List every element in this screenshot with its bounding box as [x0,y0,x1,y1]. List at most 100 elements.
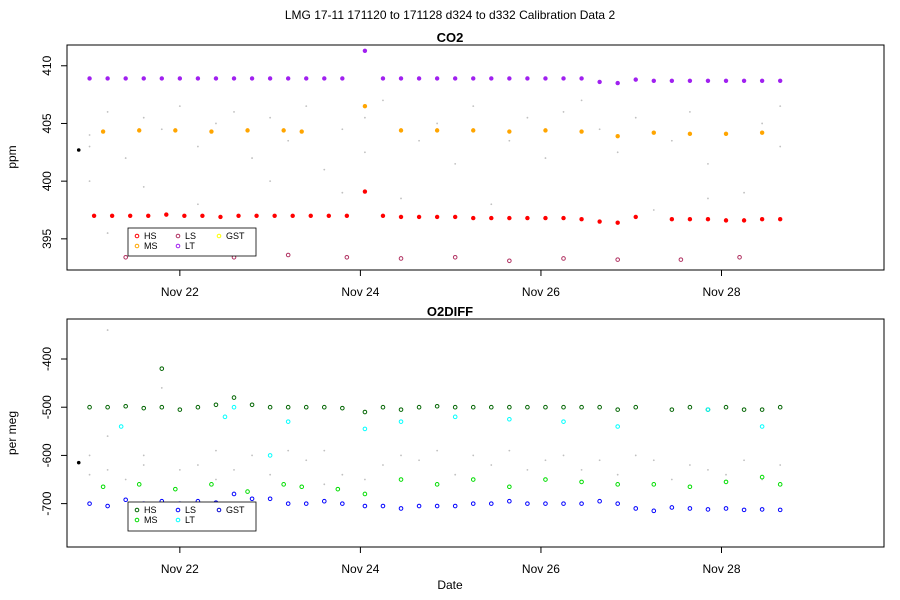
co2-ls-point [123,255,128,260]
co2-plot-frame [66,44,885,271]
co2-lt-point [195,76,201,81]
co2-hs-point [362,189,368,194]
o2diff-lt-point [615,424,620,429]
co2-raw-point [142,186,145,188]
o2diff-hs-point [452,404,458,410]
co2-hs-point [543,215,548,221]
o2diff-ls-point [105,503,110,509]
x-axis-label: Date [437,578,463,592]
co2-raw-point [233,111,235,113]
o2diff-legend-box [127,501,257,532]
co2-hs-point [452,214,458,220]
o2diff-hs-point [249,402,255,408]
co2-hs-point [633,214,638,220]
o2diff-hs-point [507,404,512,410]
co2-hs-point [723,218,729,223]
o2diff-ms-point [136,482,142,487]
o2diff-ls-point [741,507,747,513]
co2-lt-point [615,80,620,86]
o2diff-start-point [76,460,81,465]
o2diff-hs-point [525,404,530,410]
o2diff-lt-point [507,416,512,422]
o2diff-ytick-label: -700 [40,491,54,515]
co2-lt-point [141,76,146,81]
o2diff-hs-point [669,407,675,412]
co2-ylabel: ppm [5,145,19,168]
co2-ls-point [615,257,620,262]
o2diff-hs-point [105,404,110,410]
o2diff-hs-point [579,404,584,410]
o2diff-raw-point [215,449,217,452]
co2-lt-point [398,76,404,81]
co2-raw-point [508,139,511,142]
o2diff-raw-point [160,387,163,389]
co2-legend-label-ms: MS [144,241,158,251]
o2diff-ls-point [579,501,584,506]
co2-lt-point [105,76,110,81]
o2diff-ms-point [245,489,250,494]
o2diff-ls-point [362,503,368,509]
co2-raw-point [418,139,420,142]
o2diff-legend-label-ms: MS [144,515,158,525]
co2-raw-point [106,111,109,113]
co2-hs-point [164,212,169,217]
o2diff-ms-point [100,484,106,490]
co2-lt-point [507,76,512,81]
o2diff-raw-point [142,454,145,457]
co2-raw-point [598,128,601,131]
co2-ms-point [471,128,476,133]
co2-lt-point [723,78,729,83]
o2diff-raw-point [251,454,253,457]
co2-legend-marker-lt [175,243,181,249]
co2-xtick-label: Nov 28 [702,285,740,299]
o2diff-raw-point [106,329,109,331]
o2diff-ms-point [434,482,440,487]
o2diff-lt-point [222,414,228,420]
o2diff-ls-point [340,501,345,506]
co2-hs-point [380,213,386,218]
o2diff-raw-point [178,468,181,471]
o2diff-ms-point [759,474,765,480]
co2-hs-point [705,217,711,222]
o2diff-hs-point [195,404,201,410]
co2-lt-point [380,76,386,81]
co2-ytick-label: 395 [40,229,54,249]
co2-hs-point [777,217,783,222]
co2-hs-point [109,213,115,218]
o2diff-ls-point [434,503,440,509]
o2diff-raw-point [215,478,217,481]
co2-hs-point [290,213,295,218]
o2diff-legend-marker-gst [216,507,222,513]
co2-lt-point [705,78,711,83]
co2-legend-marker-ls [175,233,181,239]
o2diff-ls-point [597,498,602,504]
co2-title: CO2 [437,30,464,45]
co2-lt-point [123,76,128,81]
co2-hs-point [489,215,494,221]
o2diff-raw-point [544,459,547,462]
o2diff-xtick-label: Nov 22 [161,562,199,576]
co2-raw-point [305,105,308,108]
co2-hs-point [759,217,765,222]
o2diff-raw-point [779,464,782,466]
o2diff-legend-label-ls: LS [185,505,196,515]
co2-raw-point [287,139,290,142]
co2-ms-point [723,131,729,137]
o2diff-ms-point [281,482,286,487]
o2diff-hs-point [597,404,602,410]
o2diff-lt-point [561,419,566,424]
co2-ls-point [285,252,291,258]
co2-ms-point [100,129,106,134]
co2-ms-point [543,128,548,133]
co2-raw-point [215,122,217,125]
o2diff-hs-point [543,404,548,410]
o2diff-lt-point [267,453,273,458]
o2diff-ms-point [615,482,620,487]
co2-ms-point [362,103,368,109]
o2diff-panel: O2DIFF per meg -700 -600 -500 -400 Nov 22 Nov… [5,304,885,576]
o2diff-hs-point [723,404,729,410]
co2-raw-point [124,157,127,159]
co2-raw-point [160,128,163,131]
co2-ls-point [398,256,404,261]
